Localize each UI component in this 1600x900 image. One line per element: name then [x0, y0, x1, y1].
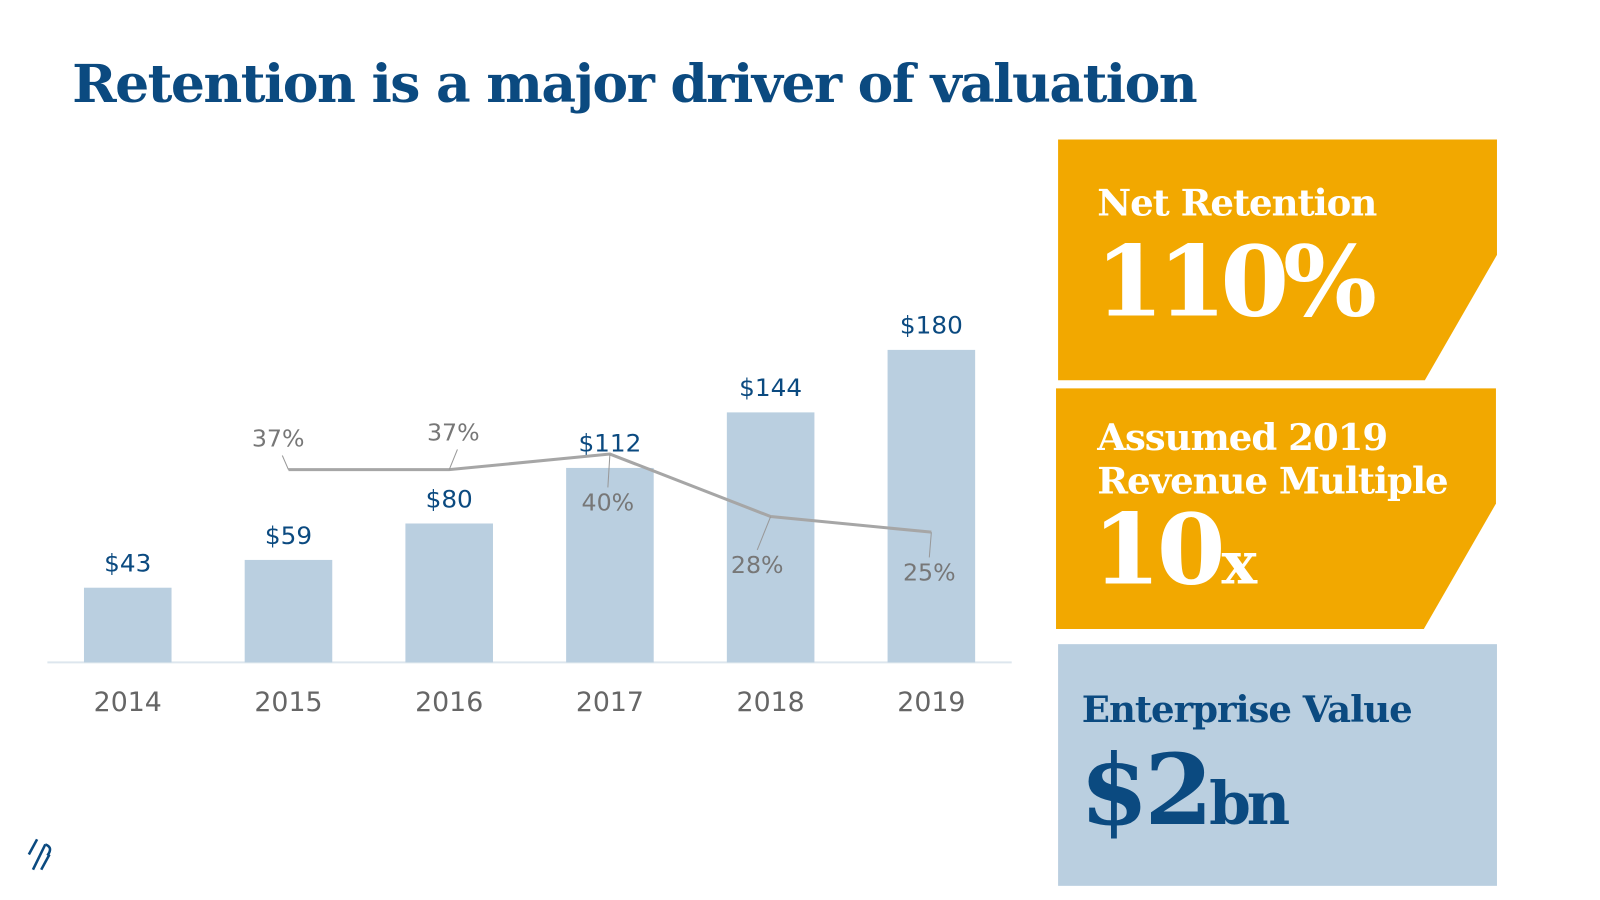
line-value-label: 37%	[252, 425, 305, 453]
line-value-label: 37%	[427, 419, 480, 447]
x-tick-label: 2017	[576, 687, 644, 718]
panel-value: 10x	[1092, 493, 1258, 607]
panel-box	[1058, 139, 1497, 381]
bar	[726, 412, 815, 663]
logo	[27, 838, 52, 871]
bar-value-label: $80	[426, 485, 473, 514]
panel-box	[1058, 644, 1497, 886]
panel-number: $2	[1080, 734, 1209, 848]
bar-value-label: $144	[739, 373, 802, 402]
leader-line	[756, 516, 772, 551]
bar-value-label: $180	[900, 311, 963, 340]
x-tick-label: 2015	[254, 687, 322, 718]
x-tick-label: 2014	[94, 687, 162, 718]
line-value-label: 40%	[582, 489, 635, 517]
plot: 2014 2015 2016 2017 2018 2019$43$59$80$112$14…	[83, 311, 976, 718]
leader-line	[607, 454, 611, 488]
panel-label: Enterprise Value	[1082, 688, 1412, 731]
leader-line	[928, 532, 932, 558]
x-tick-label: 2016	[415, 687, 483, 718]
leader-line	[281, 455, 289, 470]
panel-value: 110%	[1095, 225, 1375, 339]
panel-unit: x	[1221, 528, 1257, 597]
bar-value-label: $43	[104, 549, 151, 578]
panel-label: Assumed 2019	[1096, 416, 1387, 459]
line-value-label: 28%	[731, 551, 784, 579]
bar	[83, 587, 172, 663]
x-tick-label: 2018	[737, 687, 805, 718]
panel-label: Revenue Multiple	[1097, 460, 1447, 503]
slide-title: Retention is a major driver of valuation	[72, 53, 1197, 115]
panel-box	[1056, 388, 1496, 629]
panel-unit: bn	[1209, 769, 1289, 838]
x-tick-label: 2019	[897, 687, 965, 718]
bar	[887, 349, 976, 663]
panel-label: Net Retention	[1097, 182, 1376, 225]
bar	[566, 467, 654, 663]
bar	[244, 559, 333, 663]
panel-value: $2bn	[1080, 734, 1289, 848]
leader-line	[448, 449, 458, 470]
panel-number: 10	[1092, 493, 1221, 607]
bar	[405, 523, 493, 663]
line-value-label: 25%	[903, 559, 956, 587]
bar-value-label: $59	[265, 521, 312, 550]
